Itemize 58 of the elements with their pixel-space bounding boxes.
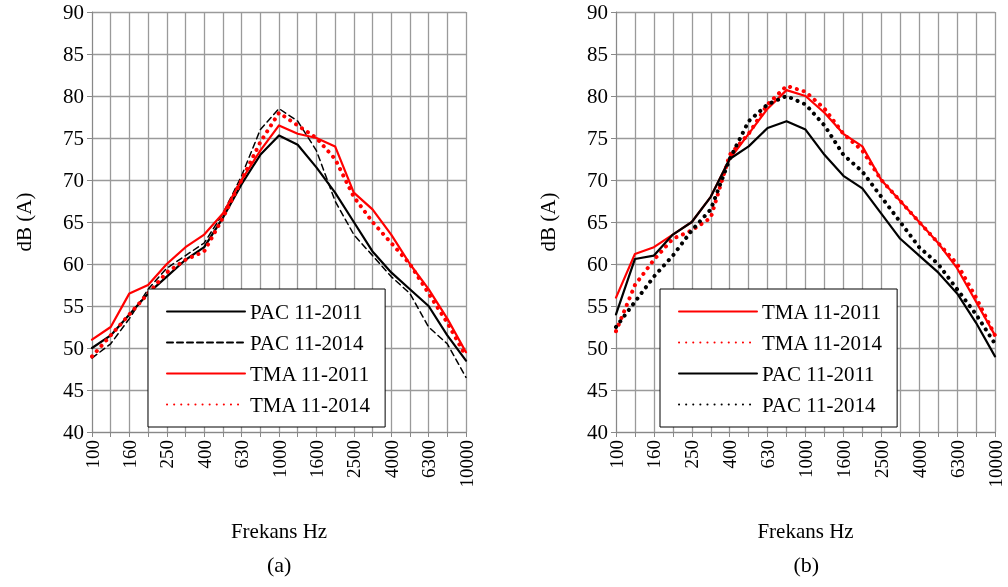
y-tick-label: 60	[587, 252, 608, 276]
x-axis-title: Frekans Hz	[230, 518, 328, 543]
x-tick-label: 630	[757, 440, 779, 469]
legend-label: PAC 11-2011	[250, 299, 363, 324]
x-tick-label: 100	[605, 440, 627, 469]
x-axis-title: Frekans Hz	[757, 518, 854, 543]
legend-label: TMA 11-2011	[250, 361, 370, 386]
y-tick-label: 85	[63, 42, 84, 66]
y-tick-label: 75	[587, 126, 608, 150]
y-tick-label: 65	[63, 210, 84, 234]
y-tick-label: 45	[587, 378, 608, 402]
x-tick-label: 10000	[455, 440, 477, 488]
y-tick-label: 50	[63, 336, 84, 360]
legend-label: TMA 11-2014	[250, 392, 371, 417]
y-tick-label: 65	[587, 210, 608, 234]
text: (a)	[267, 551, 292, 577]
x-tick-label: 160	[118, 440, 140, 469]
y-tick-label: 70	[587, 168, 608, 192]
x-tick-label: 2500	[870, 440, 892, 478]
y-tick-label: 75	[63, 126, 84, 150]
x-tick-label: 1000	[268, 440, 290, 478]
y-tick-label: 55	[587, 294, 608, 318]
y-axis-title: dB (A)	[535, 192, 560, 252]
legend-label: PAC 11-2014	[250, 330, 364, 355]
x-tick-label: 400	[193, 440, 215, 469]
x-tick-label: 6300	[418, 440, 440, 478]
y-tick-label: 55	[63, 294, 84, 318]
text: (b)	[793, 551, 820, 577]
x-tick-label: 250	[156, 440, 178, 469]
x-tick-label: 4000	[380, 440, 402, 478]
x-tick-label: 250	[681, 440, 703, 469]
y-tick-label: 40	[587, 420, 608, 444]
y-tick-label: 50	[587, 336, 608, 360]
x-tick-label: 1000	[795, 440, 816, 478]
x-tick-label: 2500	[343, 440, 365, 478]
y-tick-label: 60	[63, 252, 84, 276]
y-tick-label: 40	[63, 420, 84, 444]
x-tick-label: 160	[643, 440, 665, 469]
x-tick-label: 10000	[984, 440, 1006, 488]
x-tick-label: 1600	[305, 440, 327, 478]
x-tick-label: 100	[81, 440, 103, 469]
x-tick-label: 6300	[946, 440, 968, 478]
legend-label: TMA 11-2014	[762, 330, 883, 355]
y-tick-label: 45	[63, 378, 84, 402]
y-tick-label: 80	[63, 84, 84, 108]
y-tick-label: 70	[63, 168, 84, 192]
x-tick-label: 4000	[908, 440, 930, 478]
x-tick-label: 400	[719, 440, 741, 469]
y-tick-label: 85	[587, 42, 608, 66]
y-tick-label: 90	[63, 0, 84, 24]
legend-label: TMA 11-2011	[762, 299, 882, 324]
legend-label: PAC 11-2014	[762, 392, 876, 417]
x-tick-label: 1600	[832, 440, 854, 478]
y-tick-label: 90	[587, 0, 608, 24]
y-axis-title: dB (A)	[11, 192, 36, 252]
y-tick-label: 80	[587, 84, 608, 108]
x-tick-label: 630	[231, 440, 253, 469]
legend-label: PAC 11-2011	[762, 361, 875, 386]
